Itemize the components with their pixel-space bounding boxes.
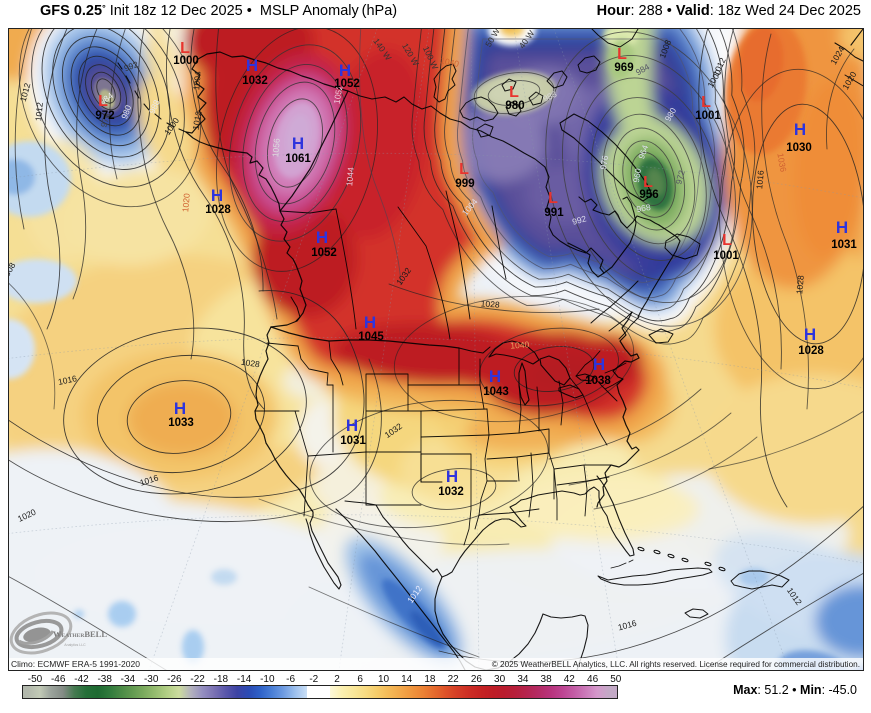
- svg-text:H: H: [804, 325, 816, 344]
- svg-text:L: L: [617, 46, 627, 63]
- svg-text:1004: 1004: [191, 71, 203, 91]
- svg-text:L: L: [98, 93, 108, 110]
- svg-text:991: 991: [544, 207, 564, 219]
- svg-text:H: H: [316, 228, 328, 247]
- svg-text:H: H: [446, 467, 458, 486]
- svg-text:H: H: [339, 61, 351, 80]
- svg-text:1028: 1028: [794, 275, 806, 295]
- svg-text:1016: 1016: [617, 618, 638, 633]
- svg-text:1001: 1001: [695, 110, 721, 122]
- svg-text:972: 972: [673, 169, 686, 186]
- svg-text:1028: 1028: [798, 345, 824, 357]
- svg-text:L: L: [180, 40, 190, 57]
- svg-text:1008: 1008: [9, 261, 18, 283]
- svg-text:1012: 1012: [190, 110, 203, 131]
- svg-text:1030: 1030: [786, 142, 812, 154]
- svg-text:L: L: [459, 161, 469, 178]
- svg-text:1043: 1043: [483, 386, 509, 398]
- svg-text:Analytics LLC: Analytics LLC: [64, 643, 86, 647]
- svg-text:1012: 1012: [33, 102, 45, 122]
- svg-text:1016: 1016: [57, 373, 78, 387]
- svg-text:H: H: [174, 399, 186, 418]
- svg-text:1052: 1052: [311, 247, 337, 259]
- svg-text:1031: 1031: [340, 435, 366, 447]
- svg-text:1028: 1028: [480, 298, 500, 309]
- svg-text:© 2025 WeatherBELL Analytics,: © 2025 WeatherBELL Analytics, LLC. All r…: [492, 660, 860, 669]
- svg-text:980: 980: [505, 100, 524, 112]
- svg-text:972: 972: [95, 110, 114, 122]
- svg-text:WEATHERBELL: WEATHERBELL: [53, 629, 107, 639]
- svg-text:H: H: [246, 56, 258, 75]
- svg-text:956: 956: [639, 189, 658, 201]
- svg-text:1033: 1033: [168, 417, 194, 429]
- svg-text:992: 992: [123, 59, 140, 73]
- svg-text:1036: 1036: [775, 152, 788, 173]
- svg-text:1020: 1020: [180, 193, 192, 213]
- svg-text:L: L: [548, 190, 558, 207]
- svg-text:1012: 1012: [18, 82, 33, 103]
- svg-text:1031: 1031: [831, 239, 857, 251]
- svg-text:H: H: [292, 134, 304, 153]
- svg-text:992: 992: [571, 213, 588, 226]
- svg-text:L: L: [509, 84, 519, 101]
- svg-text:1000: 1000: [173, 55, 199, 67]
- svg-text:968: 968: [636, 202, 652, 214]
- svg-text:1044: 1044: [344, 167, 356, 187]
- svg-text:1052: 1052: [334, 78, 360, 90]
- svg-text:H: H: [489, 367, 501, 386]
- svg-text:Climo: ECMWF ERA-5 1991-2020: Climo: ECMWF ERA-5 1991-2020: [11, 659, 140, 669]
- svg-text:1028: 1028: [205, 204, 231, 216]
- svg-text:976: 976: [598, 154, 610, 170]
- svg-text:1061: 1061: [285, 153, 311, 165]
- svg-text:964: 964: [636, 143, 650, 160]
- svg-text:1028: 1028: [240, 357, 260, 370]
- svg-text:1032: 1032: [438, 486, 464, 498]
- svg-text:1032: 1032: [242, 75, 268, 87]
- svg-text:976: 976: [98, 112, 111, 129]
- svg-text:1040: 1040: [510, 339, 530, 350]
- svg-text:L: L: [722, 232, 732, 249]
- svg-text:1056: 1056: [270, 138, 282, 158]
- svg-text:1045: 1045: [358, 331, 384, 343]
- svg-text:1001: 1001: [713, 250, 739, 262]
- svg-text:H: H: [593, 355, 605, 374]
- svg-text:960: 960: [631, 167, 643, 183]
- svg-text:H: H: [836, 218, 848, 237]
- svg-text:H: H: [346, 416, 358, 435]
- svg-text:L: L: [701, 94, 711, 111]
- svg-text:969: 969: [614, 62, 633, 74]
- svg-text:H: H: [211, 186, 223, 205]
- svg-text:1040: 1040: [439, 55, 460, 69]
- svg-text:980: 980: [119, 103, 133, 120]
- svg-text:H: H: [364, 313, 376, 332]
- svg-text:999: 999: [455, 178, 474, 190]
- svg-text:1052: 1052: [331, 84, 344, 105]
- svg-text:L: L: [643, 174, 653, 191]
- svg-text:1038: 1038: [585, 375, 611, 387]
- svg-text:H: H: [794, 120, 806, 139]
- svg-text:1016: 1016: [754, 170, 766, 190]
